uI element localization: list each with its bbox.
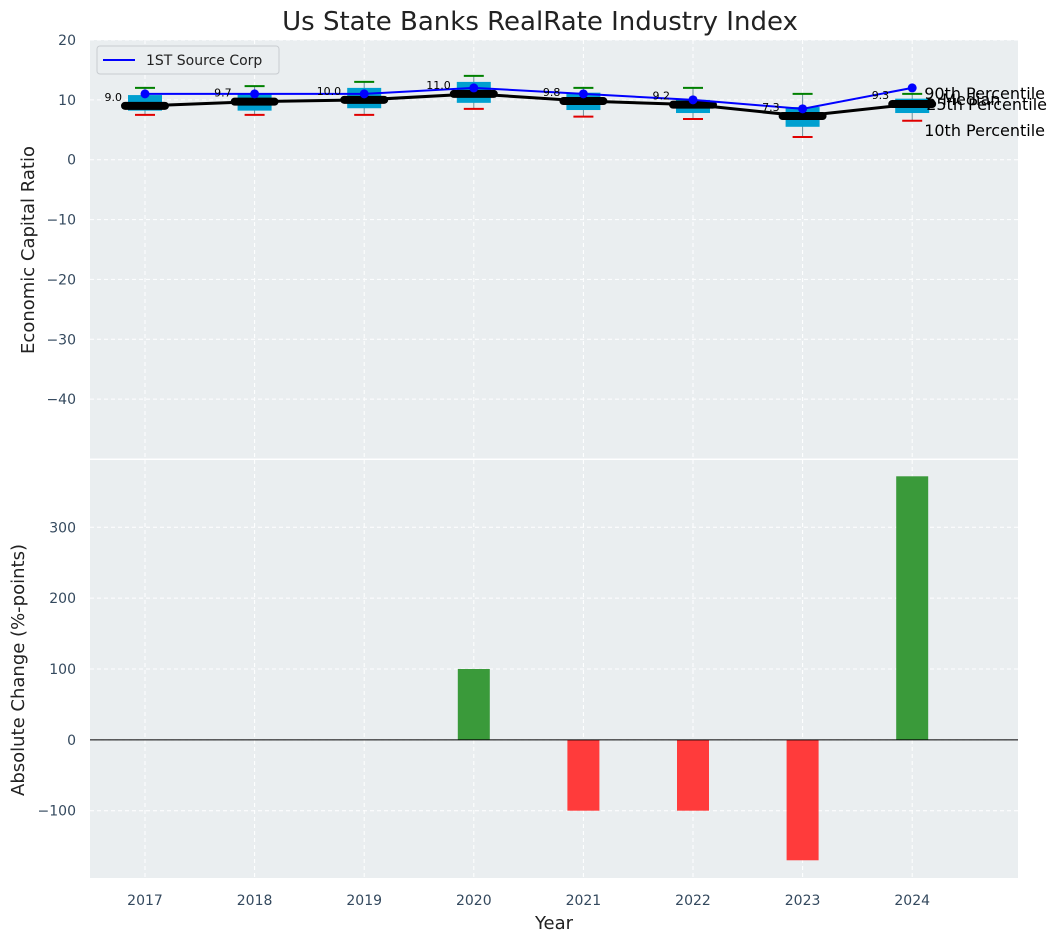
legend: 1ST Source Corp [96, 45, 280, 75]
median-value-label: 9.0 [105, 91, 123, 104]
median-annotation: Median [942, 90, 1000, 109]
company-point [907, 83, 917, 93]
company-point [140, 89, 150, 99]
x-tick-label: 2019 [346, 893, 382, 909]
x-tick-label: 2023 [785, 893, 821, 909]
company-point [250, 89, 260, 99]
chart-title: Us State Banks RealRate Industry Index [282, 7, 798, 37]
p25-annotation: 25th Percentile [926, 95, 1047, 114]
top-y-tick-label: −30 [46, 332, 76, 348]
bottom-y-ticks: 300 200 100 0 −100 [38, 520, 76, 819]
p10-annotation: 10th Percentile [924, 121, 1045, 140]
company-point [359, 89, 369, 99]
x-axis-label: Year [534, 913, 574, 934]
change-bar [567, 739, 600, 811]
median-value-label: 9.3 [872, 89, 890, 102]
company-point [469, 83, 479, 93]
bottom-y-axis-label: Absolute Change (%-points) [8, 544, 29, 796]
bottom-y-tick-label: −100 [38, 804, 76, 820]
top-panel: 20 10 0 −10 −20 −30 −40 9.0 9.7 10.0 11.0 9.8 9.2 7.… [18, 33, 1047, 459]
median-value-label: 9.2 [653, 90, 671, 103]
top-y-tick-label: 0 [67, 153, 76, 169]
top-y-ticks: 20 10 0 −10 −20 −30 −40 [46, 33, 76, 408]
top-y-tick-label: −10 [46, 213, 76, 229]
bottom-y-tick-label: 200 [49, 591, 76, 607]
top-y-tick-label: −40 [46, 392, 76, 408]
bottom-y-tick-label: 100 [49, 662, 76, 678]
top-y-axis-label: Economic Capital Ratio [18, 146, 39, 354]
change-bar [677, 739, 709, 811]
top-labels: 9.0 9.7 10.0 11.0 9.8 9.2 7.3 9.3 [105, 79, 890, 114]
legend-label: 1ST Source Corp [146, 53, 262, 69]
company-point [578, 89, 588, 99]
p90-annotation: 90th Percentile [924, 84, 1045, 103]
median-value-label: 11.0 [426, 79, 451, 92]
x-tick-label: 2017 [127, 893, 163, 909]
median-value-label: 7.3 [762, 101, 780, 114]
bottom-y-tick-label: 0 [67, 733, 76, 749]
median-value-label: 10.0 [317, 85, 342, 98]
x-tick-label: 2020 [456, 893, 492, 909]
company-line [145, 86, 913, 110]
bottom-bars [90, 476, 1018, 861]
bottom-y-tick-label: 300 [49, 520, 76, 536]
change-bar [896, 476, 929, 740]
legend-box [96, 45, 280, 75]
top-y-tick-label: 20 [58, 33, 76, 49]
x-tick-label: 2024 [894, 893, 930, 909]
top-lines [121, 83, 937, 121]
change-bar [457, 669, 490, 740]
bottom-x-ticks: 2017 2018 2019 2020 2021 2022 2023 2024 [127, 893, 930, 909]
top-y-tick-label: 10 [58, 93, 76, 109]
change-bar [786, 739, 819, 861]
x-tick-label: 2021 [566, 893, 602, 909]
x-tick-label: 2018 [237, 893, 273, 909]
median-value-label: 9.8 [543, 86, 561, 99]
x-tick-label: 2022 [675, 893, 711, 909]
top-y-tick-label: −20 [46, 272, 76, 288]
company-point [798, 104, 808, 114]
company-point [688, 95, 698, 105]
median-value-label: 9.7 [214, 87, 232, 100]
